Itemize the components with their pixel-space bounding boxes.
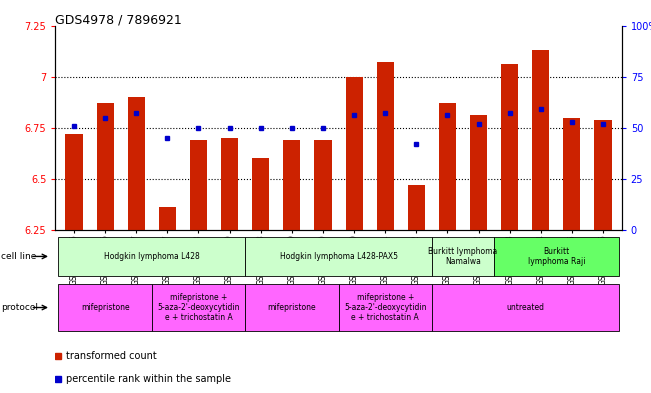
- Bar: [470, 116, 487, 230]
- Bar: [377, 62, 394, 230]
- FancyBboxPatch shape: [494, 237, 618, 276]
- Bar: [159, 208, 176, 230]
- Text: cell line: cell line: [1, 252, 36, 261]
- Bar: [346, 77, 363, 230]
- Bar: [128, 97, 145, 230]
- Text: mifepristone +
5-aza-2'-deoxycytidin
e + trichostatin A: mifepristone + 5-aza-2'-deoxycytidin e +…: [344, 293, 426, 322]
- Text: Hodgkin lymphoma L428: Hodgkin lymphoma L428: [104, 252, 200, 261]
- Text: mifepristone: mifepristone: [81, 303, 130, 312]
- Text: untreated: untreated: [506, 303, 544, 312]
- Bar: [563, 118, 581, 230]
- Bar: [439, 103, 456, 230]
- FancyBboxPatch shape: [152, 284, 245, 331]
- Text: Burkitt lymphoma
Namalwa: Burkitt lymphoma Namalwa: [428, 247, 497, 266]
- Text: Hodgkin lymphoma L428-PAX5: Hodgkin lymphoma L428-PAX5: [279, 252, 398, 261]
- Text: percentile rank within the sample: percentile rank within the sample: [66, 374, 230, 384]
- FancyBboxPatch shape: [245, 284, 339, 331]
- FancyBboxPatch shape: [432, 237, 494, 276]
- Bar: [221, 138, 238, 230]
- Bar: [252, 158, 270, 230]
- FancyBboxPatch shape: [59, 237, 245, 276]
- Bar: [96, 103, 114, 230]
- Bar: [314, 140, 331, 230]
- FancyBboxPatch shape: [339, 284, 432, 331]
- Text: GDS4978 / 7896921: GDS4978 / 7896921: [55, 14, 182, 27]
- Bar: [594, 119, 611, 230]
- Bar: [533, 50, 549, 230]
- Bar: [408, 185, 425, 230]
- FancyBboxPatch shape: [432, 284, 618, 331]
- FancyBboxPatch shape: [245, 237, 432, 276]
- Text: mifepristone +
5-aza-2'-deoxycytidin
e + trichostatin A: mifepristone + 5-aza-2'-deoxycytidin e +…: [158, 293, 240, 322]
- Text: transformed count: transformed count: [66, 351, 156, 361]
- Bar: [190, 140, 207, 230]
- Bar: [501, 64, 518, 230]
- Bar: [66, 134, 83, 230]
- FancyBboxPatch shape: [59, 284, 152, 331]
- Text: Burkitt
lymphoma Raji: Burkitt lymphoma Raji: [527, 247, 585, 266]
- Bar: [283, 140, 300, 230]
- Text: protocol: protocol: [1, 303, 38, 312]
- Text: mifepristone: mifepristone: [268, 303, 316, 312]
